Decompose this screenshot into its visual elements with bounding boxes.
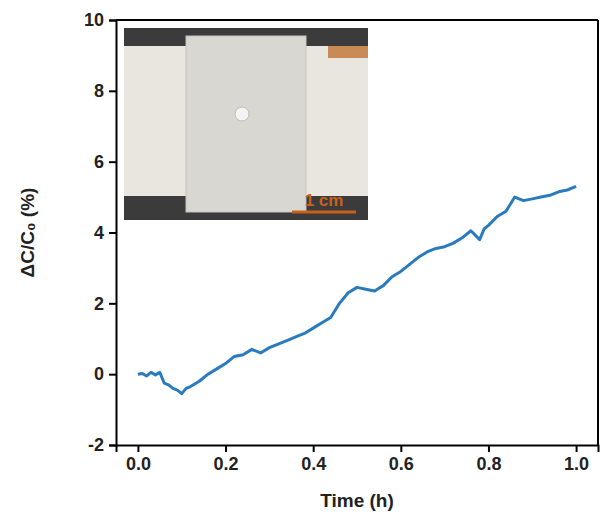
y-tick: 0 bbox=[94, 364, 116, 384]
frame-top bbox=[116, 19, 598, 21]
x-tick: 0.2 bbox=[214, 445, 239, 474]
y-tick: 4 bbox=[94, 223, 116, 243]
x-tick-label: 0.4 bbox=[301, 454, 326, 474]
scale-label: 1 cm bbox=[305, 191, 344, 210]
x-tick-label: 0.8 bbox=[476, 454, 501, 474]
y-tick-label: 8 bbox=[94, 81, 104, 101]
x-tick-line bbox=[400, 445, 402, 452]
x-axis: 0.0 0.2 0.4 0.6 0.8 1.0 bbox=[117, 445, 599, 474]
y-tick: 8 bbox=[94, 81, 116, 101]
x-tick-line bbox=[488, 445, 490, 452]
scale-bar bbox=[292, 211, 356, 214]
x-tick: 0.4 bbox=[301, 445, 326, 474]
y-tick: 10 bbox=[84, 10, 116, 30]
x-tick: 1.0 bbox=[564, 445, 589, 474]
plot: 1 cm 0.0 0.2 0.4 0.6 0.8 1.0 -2 0 2 4 6 8 10 bbox=[84, 10, 599, 474]
x-tick: 0.0 bbox=[126, 445, 151, 474]
photo-background bbox=[124, 28, 368, 220]
x-tick-line bbox=[576, 445, 578, 452]
y-tick-label: 10 bbox=[84, 10, 104, 30]
frame-right bbox=[597, 20, 599, 445]
y-tick: -2 bbox=[88, 435, 116, 455]
y-axis: -2 0 2 4 6 8 10 bbox=[84, 10, 117, 455]
axis-line bbox=[109, 21, 117, 446]
y-tick-label: 4 bbox=[94, 223, 104, 243]
x-tick-line bbox=[225, 445, 227, 452]
electrode bbox=[328, 46, 368, 58]
inset-photo: 1 cm bbox=[124, 28, 368, 220]
droplet bbox=[235, 107, 249, 121]
x-tick-label: 0.6 bbox=[389, 454, 414, 474]
y-tick-line bbox=[109, 161, 116, 163]
series-group bbox=[138, 186, 576, 393]
y-tick-label: 2 bbox=[94, 294, 104, 314]
y-tick-line bbox=[109, 374, 116, 376]
y-tick-line bbox=[109, 303, 116, 305]
y-tick-label: 6 bbox=[94, 152, 104, 172]
y-tick-line bbox=[109, 20, 116, 22]
x-tick: 0.8 bbox=[476, 445, 501, 474]
y-tick-line bbox=[109, 445, 116, 447]
y-tick: 6 bbox=[94, 152, 116, 172]
film bbox=[186, 36, 306, 212]
x-axis-title: Time (h) bbox=[320, 490, 394, 511]
y-tick-line bbox=[109, 90, 116, 92]
y-axis-title: ΔC/C₀ (%) bbox=[17, 188, 38, 278]
x-tick: 0.6 bbox=[389, 445, 414, 474]
y-tick-label: -2 bbox=[88, 435, 104, 455]
y-tick: 2 bbox=[94, 294, 116, 314]
chart: 1 cm 0.0 0.2 0.4 0.6 0.8 1.0 -2 0 2 4 6 8 10 Time (h) Δ… bbox=[0, 0, 609, 519]
y-tick-label: 0 bbox=[94, 364, 104, 384]
data-line bbox=[138, 186, 576, 393]
x-tick-line bbox=[137, 445, 139, 452]
x-tick-line bbox=[313, 445, 315, 452]
x-tick-label: 0.2 bbox=[214, 454, 239, 474]
axis-line bbox=[117, 446, 599, 453]
x-tick-label: 1.0 bbox=[564, 454, 589, 474]
x-tick-label: 0.0 bbox=[126, 454, 151, 474]
y-tick-line bbox=[109, 232, 116, 234]
